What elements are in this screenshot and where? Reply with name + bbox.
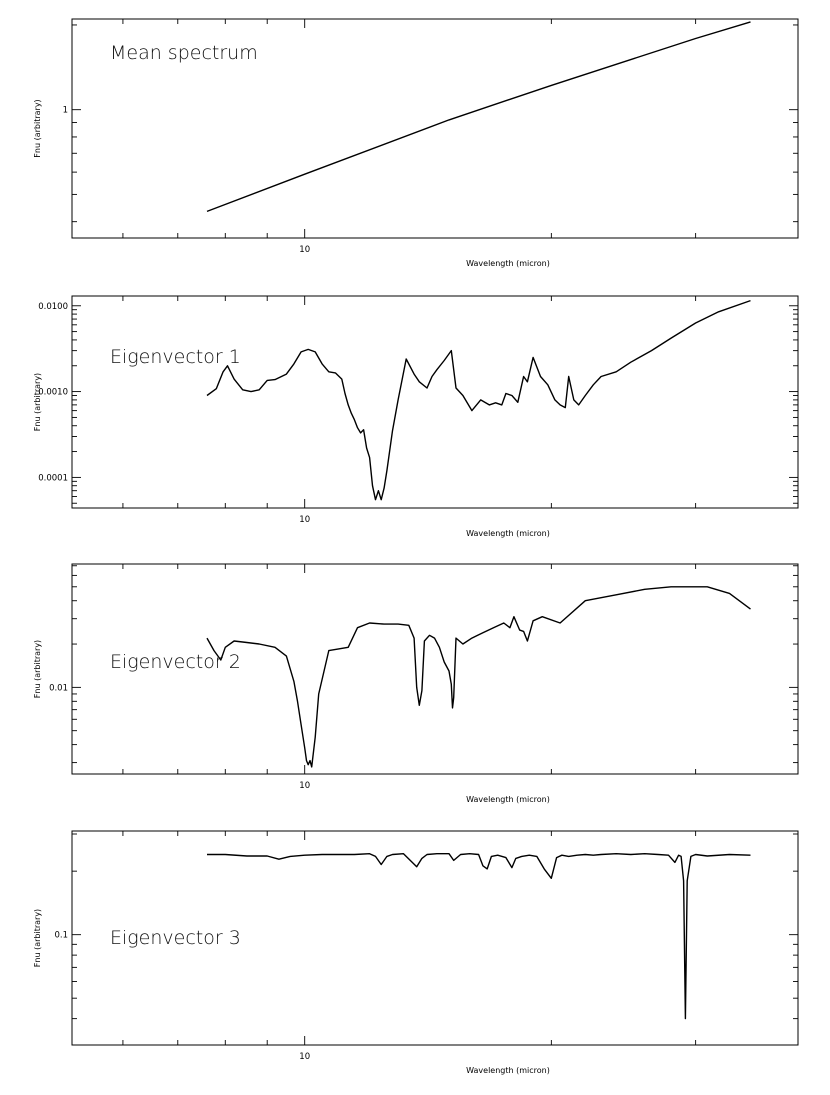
eigenvector-3-line: [207, 853, 751, 1020]
panel3-x-axis-label: Wavelength (micron): [466, 795, 550, 804]
panel1-plot-frame: [71, 18, 799, 239]
panel3-plot-frame: [71, 563, 799, 775]
panel3-title: Eigenvector 2: [110, 651, 241, 673]
panel1-x-tick-label: 10: [299, 245, 310, 255]
panel1-y-axis-label: Fnu (arbitrary): [33, 99, 42, 157]
panel2-x-tick-label: 10: [299, 515, 310, 525]
panel4-plot-frame: [71, 830, 799, 1046]
panel2-title: Eigenvector 1: [110, 346, 241, 368]
panel3-x-tick-label: 10: [299, 781, 310, 791]
panel1-title: Mean spectrum: [110, 42, 258, 64]
panel2-y-axis-label: Fnu (arbitrary): [33, 373, 42, 431]
panel2-plot-frame: [71, 295, 799, 509]
panel4-x-axis-label: Wavelength (micron): [466, 1066, 550, 1075]
panel-eigenvector-1: 10 0.0001 0.0010 0.0100 Wavelength (micron) F…: [33, 295, 799, 538]
panel2-y-tick-label: 0.0100: [38, 302, 68, 312]
panel-eigenvector-2: 10 0.01 Wavelength (micron) Fnu (arbitrary)…: [33, 563, 799, 804]
panel1-y-tick-label: 1: [63, 106, 68, 116]
panel4-title: Eigenvector 3: [110, 927, 241, 949]
panel-eigenvector-3: 10 0.1 Wavelength (micron) Fnu (arbitrary) E…: [33, 830, 799, 1075]
mean-spectrum-line: [206, 21, 751, 213]
panel2-x-axis-label: Wavelength (micron): [466, 529, 550, 538]
panel2-y-tick-label: 0.0010: [38, 388, 68, 398]
panel2-y-tick-label: 0.0001: [38, 473, 68, 483]
eigenvector-2-line: [206, 586, 751, 768]
panel3-y-axis-label: Fnu (arbitrary): [33, 640, 42, 698]
eigenvector-1-line: [206, 299, 751, 501]
panel4-x-tick-label: 10: [299, 1052, 310, 1062]
panel4-y-tick-label: 0.1: [54, 931, 68, 941]
panel1-x-axis-label: Wavelength (micron): [466, 259, 550, 268]
panel-mean-spectrum: 10 1 Wavelength (micron) Fnu (arbitrary) Mea…: [33, 18, 799, 268]
panel3-y-tick-label: 0.01: [49, 683, 68, 693]
panel4-y-axis-label: Fnu (arbitrary): [33, 909, 42, 967]
